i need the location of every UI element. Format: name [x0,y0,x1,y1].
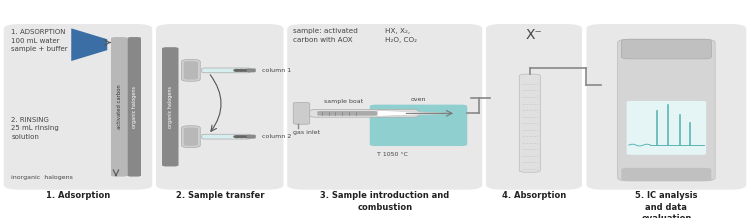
FancyBboxPatch shape [287,24,482,190]
Circle shape [234,136,240,138]
FancyBboxPatch shape [247,68,256,72]
Text: 2. Sample transfer: 2. Sample transfer [176,191,264,200]
FancyBboxPatch shape [156,24,284,190]
Circle shape [243,70,249,71]
FancyBboxPatch shape [184,128,198,146]
Circle shape [238,136,244,138]
FancyBboxPatch shape [293,102,310,124]
FancyBboxPatch shape [370,105,467,146]
Text: 1. Adsorption: 1. Adsorption [46,191,110,200]
FancyBboxPatch shape [184,61,198,80]
FancyBboxPatch shape [317,111,377,116]
Text: 2. RINSING
25 mL rinsing
solution: 2. RINSING 25 mL rinsing solution [11,117,59,140]
Text: 4. Absorption: 4. Absorption [502,191,566,200]
FancyBboxPatch shape [486,24,582,190]
FancyBboxPatch shape [618,39,716,181]
Text: column 1: column 1 [262,68,292,73]
FancyBboxPatch shape [586,24,746,190]
FancyBboxPatch shape [182,60,200,81]
Text: organic halogens: organic halogens [132,86,136,128]
Text: inorganic  halogens: inorganic halogens [11,175,74,180]
FancyBboxPatch shape [202,134,250,139]
Text: column 2: column 2 [262,134,292,139]
FancyBboxPatch shape [202,68,250,73]
Text: T 1050 °C: T 1050 °C [377,152,408,157]
Text: X⁻: X⁻ [526,28,542,42]
Polygon shape [71,28,107,61]
Text: 5. IC analysis
and data
evaluation: 5. IC analysis and data evaluation [635,191,698,218]
Polygon shape [377,110,452,116]
FancyBboxPatch shape [4,24,152,190]
Text: gas inlet: gas inlet [293,130,320,135]
FancyBboxPatch shape [182,126,200,148]
FancyBboxPatch shape [128,37,141,177]
Circle shape [238,70,244,71]
Text: HX, X₂,
H₂O, CO₂: HX, X₂, H₂O, CO₂ [385,28,417,43]
Text: sample: activated
carbon with AOX: sample: activated carbon with AOX [293,28,358,43]
Text: organic halogens: organic halogens [168,86,172,128]
FancyBboxPatch shape [111,37,128,177]
Circle shape [234,70,240,71]
FancyBboxPatch shape [622,39,712,59]
Text: 1. ADSORPTION
100 mL water
sample + buffer: 1. ADSORPTION 100 mL water sample + buff… [11,29,68,53]
Text: activated carbon: activated carbon [117,84,122,129]
FancyBboxPatch shape [627,101,706,155]
Text: oven: oven [411,97,426,102]
FancyBboxPatch shape [622,168,712,181]
FancyBboxPatch shape [310,110,419,117]
FancyBboxPatch shape [519,74,540,172]
FancyBboxPatch shape [162,47,178,167]
FancyBboxPatch shape [247,135,256,139]
Text: 3. Sample introduction and
combustion: 3. Sample introduction and combustion [320,191,449,211]
Circle shape [243,136,249,138]
Text: sample boat: sample boat [324,99,363,104]
